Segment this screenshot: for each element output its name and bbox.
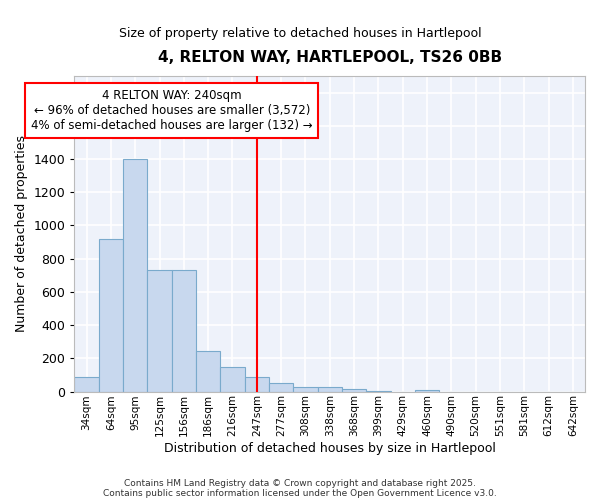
Bar: [293, 388, 317, 392]
Bar: [172, 270, 196, 392]
Bar: [415, 390, 439, 392]
Bar: [148, 270, 172, 392]
Bar: [196, 351, 220, 392]
Bar: [220, 368, 245, 392]
Bar: [342, 389, 366, 392]
Text: Contains public sector information licensed under the Open Government Licence v3: Contains public sector information licen…: [103, 488, 497, 498]
X-axis label: Distribution of detached houses by size in Hartlepool: Distribution of detached houses by size …: [164, 442, 496, 455]
Text: Size of property relative to detached houses in Hartlepool: Size of property relative to detached ho…: [119, 28, 481, 40]
Bar: [123, 159, 148, 392]
Bar: [74, 376, 99, 392]
Bar: [317, 388, 342, 392]
Bar: [366, 390, 391, 392]
Text: Contains HM Land Registry data © Crown copyright and database right 2025.: Contains HM Land Registry data © Crown c…: [124, 478, 476, 488]
Title: 4, RELTON WAY, HARTLEPOOL, TS26 0BB: 4, RELTON WAY, HARTLEPOOL, TS26 0BB: [158, 50, 502, 65]
Text: 4 RELTON WAY: 240sqm
← 96% of detached houses are smaller (3,572)
4% of semi-det: 4 RELTON WAY: 240sqm ← 96% of detached h…: [31, 89, 313, 132]
Bar: [269, 383, 293, 392]
Bar: [99, 238, 123, 392]
Y-axis label: Number of detached properties: Number of detached properties: [15, 135, 28, 332]
Bar: [245, 376, 269, 392]
